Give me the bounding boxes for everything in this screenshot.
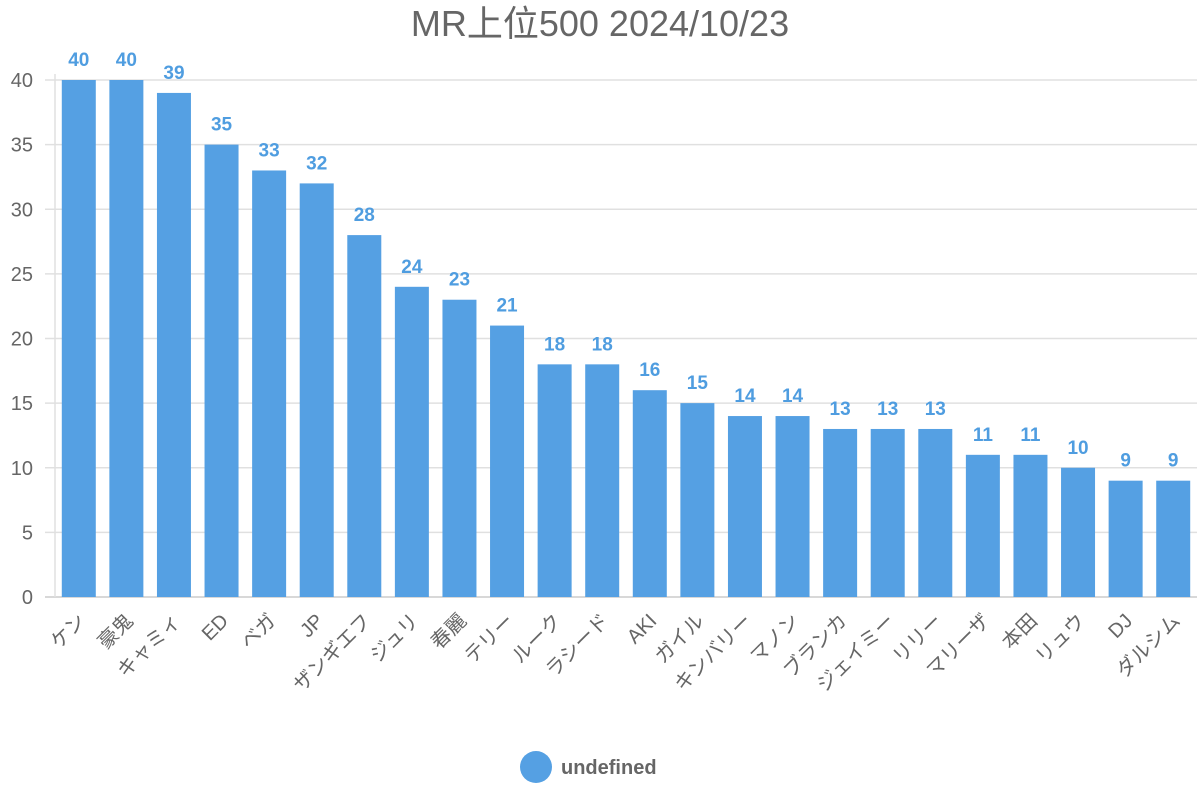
bar[interactable] <box>632 390 667 597</box>
bar-value-label: 33 <box>259 140 280 161</box>
y-tick-label: 0 <box>22 587 33 609</box>
data-labels: 40 40 39 35 33 32 28 24 23 21 18 18 16 15 14 14 13 13 13 11… <box>68 50 1178 472</box>
bar-value-label: 18 <box>544 334 565 355</box>
x-tick-label: ケン <box>47 610 90 653</box>
bar-value-label: 28 <box>354 205 375 226</box>
y-tick-label: 30 <box>11 199 33 221</box>
bar[interactable] <box>585 364 620 597</box>
x-tick-label: テリー <box>461 610 519 668</box>
y-tick-label: 15 <box>11 393 33 415</box>
bar[interactable] <box>156 92 191 598</box>
bar-value-label: 39 <box>163 63 184 84</box>
bar[interactable] <box>442 299 477 597</box>
bar-value-label: 14 <box>734 386 756 407</box>
y-tick-label: 40 <box>11 70 33 92</box>
bar-value-label: 13 <box>830 399 851 420</box>
y-tick-label: 5 <box>22 522 33 544</box>
bar[interactable] <box>1156 480 1191 597</box>
bar[interactable] <box>490 325 525 597</box>
y-axis: 0 5 10 15 20 25 30 35 40 <box>11 70 33 609</box>
bar[interactable] <box>109 80 144 597</box>
bar[interactable] <box>1013 454 1048 597</box>
legend-label[interactable]: undefined <box>561 757 657 779</box>
bar[interactable] <box>204 144 239 597</box>
bar[interactable] <box>775 416 810 597</box>
legend-swatch-icon[interactable] <box>520 751 552 783</box>
bar[interactable] <box>252 170 287 597</box>
x-tick-label: 本田 <box>997 609 1042 654</box>
bar-value-label: 24 <box>401 257 423 278</box>
bar[interactable] <box>347 235 382 597</box>
bar-value-label: 10 <box>1067 438 1088 459</box>
bar[interactable] <box>299 183 334 597</box>
x-tick-label: AKI <box>623 610 661 648</box>
bar-value-label: 18 <box>592 334 613 355</box>
bar-value-label: 9 <box>1120 451 1131 472</box>
bar-value-label: 16 <box>639 360 660 381</box>
bar-value-label: 32 <box>306 153 327 174</box>
bar-value-label: 40 <box>116 50 137 71</box>
bar-value-label: 21 <box>496 296 518 317</box>
bar-value-label: 14 <box>782 386 804 407</box>
x-tick-label: リュウ <box>1032 610 1090 668</box>
bar-value-label: 13 <box>877 399 898 420</box>
y-tick-label: 10 <box>11 458 33 480</box>
bar-series <box>61 80 1191 598</box>
x-tick-label: 豪鬼 <box>93 609 138 654</box>
y-tick-label: 25 <box>11 264 33 286</box>
bar[interactable] <box>680 403 715 597</box>
bar-value-label: 11 <box>1020 425 1041 446</box>
bar[interactable] <box>727 416 762 597</box>
bar-value-label: 11 <box>973 425 994 446</box>
bar[interactable] <box>823 428 858 597</box>
bar-value-label: 23 <box>449 270 470 291</box>
x-tick-label: ジュリ <box>366 610 423 667</box>
bar[interactable] <box>1108 480 1143 597</box>
bar[interactable] <box>61 80 96 597</box>
x-tick-label: DJ <box>1104 610 1137 643</box>
bar[interactable] <box>394 286 429 597</box>
x-tick-label: ED <box>198 610 233 645</box>
bar-value-label: 13 <box>925 399 946 420</box>
bar[interactable] <box>918 428 953 597</box>
x-tick-label: JP <box>296 610 328 642</box>
x-tick-label: 春麗 <box>426 609 471 654</box>
bar[interactable] <box>537 364 572 597</box>
bar-value-label: 35 <box>211 115 233 136</box>
x-tick-label: ベガ <box>236 609 281 654</box>
legend[interactable]: undefined <box>520 751 657 783</box>
bar-value-label: 15 <box>687 373 709 394</box>
y-tick-label: 35 <box>11 135 33 157</box>
bar[interactable] <box>1061 467 1096 597</box>
bar-value-label: 9 <box>1168 451 1179 472</box>
chart-title: MR上位500 2024/10/23 <box>411 3 789 44</box>
bar[interactable] <box>965 454 1000 597</box>
bar-value-label: 40 <box>68 50 89 71</box>
bar[interactable] <box>870 428 905 597</box>
y-tick-label: 20 <box>11 329 33 351</box>
